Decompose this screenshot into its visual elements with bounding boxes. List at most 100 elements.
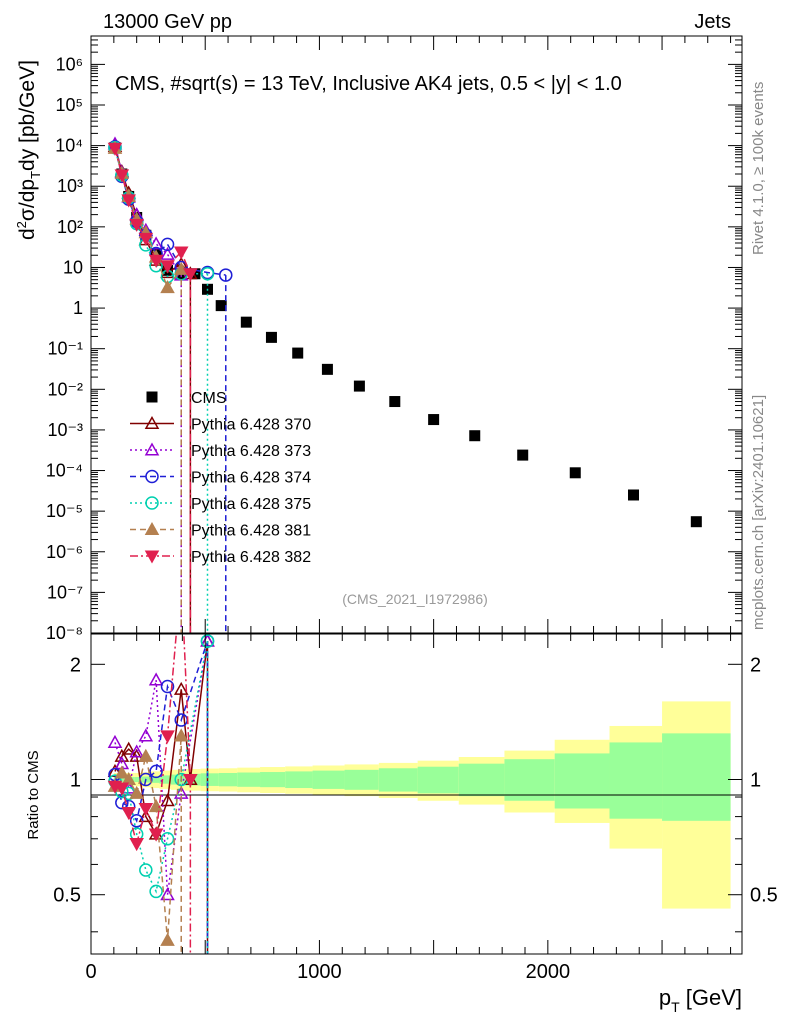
ratio-y-tick-label-right: 0.5 xyxy=(750,885,778,907)
ratio-point xyxy=(138,728,154,742)
series-2 xyxy=(107,136,189,633)
data-point xyxy=(189,268,201,280)
ratio-series-layer xyxy=(107,634,215,954)
band-inner xyxy=(378,768,418,792)
legend-entry: CMS xyxy=(146,390,227,407)
legend-label: Pythia 6.428 375 xyxy=(191,496,311,513)
ratio-y-tick-label-right: 2 xyxy=(750,654,761,676)
side-label-mcplots: mcplots.cern.ch [arXiv:2401.10621] xyxy=(750,395,767,630)
legend-entry: Pythia 6.428 370 xyxy=(130,415,311,434)
data-point xyxy=(200,267,215,281)
legend-marker xyxy=(144,521,160,536)
data-point xyxy=(292,347,304,359)
main-y-tick-label: 10⁻⁵ xyxy=(46,501,83,521)
x-tick-label: 1000 xyxy=(297,961,342,983)
x-tick-label: 0 xyxy=(85,961,96,983)
legend-marker xyxy=(146,391,158,403)
main-y-tick-label: 10⁻⁴ xyxy=(46,461,83,481)
main-y-tick-label: 10⁻⁸ xyxy=(46,623,83,643)
data-point xyxy=(138,232,154,246)
main-y-tick-label: 10⁻⁶ xyxy=(46,542,83,562)
data-point xyxy=(240,316,252,328)
ratio-point xyxy=(114,765,130,779)
legend-label: Pythia 6.428 370 xyxy=(191,417,311,434)
ratio-point xyxy=(160,679,175,694)
ratio-point xyxy=(114,782,130,796)
data-point xyxy=(215,300,227,312)
legend-label: Pythia 6.428 374 xyxy=(191,470,311,487)
ratio-point xyxy=(129,814,144,828)
data-point xyxy=(148,236,164,250)
series-line xyxy=(114,148,182,290)
header-energy: 13000 GeV pp xyxy=(103,11,232,33)
ratio-point xyxy=(121,741,136,755)
data-point xyxy=(628,489,639,501)
watermark: (CMS_2021_I1972986) xyxy=(342,591,488,607)
ratio-point xyxy=(121,806,136,821)
legend-label: CMS xyxy=(191,390,227,407)
ratio-series-4 xyxy=(107,728,189,954)
band-inner xyxy=(458,763,505,797)
legend-marker xyxy=(144,415,160,430)
data-point xyxy=(160,237,175,252)
band-inner xyxy=(609,742,663,819)
legend-label: Pythia 6.428 373 xyxy=(191,443,311,460)
ratio-point xyxy=(129,785,144,799)
ratio-point xyxy=(115,795,129,810)
ratio-frame xyxy=(90,633,743,955)
ratio-point xyxy=(114,748,130,762)
main-y-tick-label: 10⁶ xyxy=(56,54,83,74)
data-point xyxy=(160,246,175,260)
ratio-point xyxy=(149,764,163,779)
ratio-line xyxy=(114,640,209,836)
main-y-tick-label: 10⁻³ xyxy=(47,420,83,440)
band-inner xyxy=(554,753,610,809)
band-inner xyxy=(159,775,171,784)
band-inner xyxy=(218,772,238,787)
legend-entry: Pythia 6.428 375 xyxy=(130,496,311,513)
band-inner xyxy=(260,772,286,788)
main-frame xyxy=(90,35,743,634)
main-y-tick-label: 10⁻² xyxy=(47,379,83,399)
ratio-series-5 xyxy=(107,634,198,954)
legend: CMS Pythia 6.428 370 Pythia 6.428 373 Pythi… xyxy=(130,390,311,566)
series-5 xyxy=(107,140,189,633)
ratio-y-tick-label: 2 xyxy=(70,654,81,676)
band-inner xyxy=(662,733,731,821)
series-line xyxy=(114,148,192,275)
main-y-tick-label: 10 xyxy=(63,257,83,277)
data-point xyxy=(148,254,164,268)
x-tick-label: 2000 xyxy=(526,961,571,983)
ratio-point xyxy=(138,748,154,762)
band-inner xyxy=(312,770,345,789)
main-y-tick-label: 10⁻¹ xyxy=(47,339,83,359)
legend-marker xyxy=(145,469,159,484)
ratio-line xyxy=(114,640,209,823)
ratio-point xyxy=(160,832,175,846)
ratio-point xyxy=(129,748,144,762)
ratio-point xyxy=(121,771,136,786)
data-point xyxy=(569,467,581,479)
ratio-point xyxy=(160,932,175,946)
legend-entry: Pythia 6.428 382 xyxy=(130,549,311,566)
band-inner xyxy=(417,766,459,794)
data-point xyxy=(353,380,365,392)
legend-marker xyxy=(144,442,160,456)
band-inner xyxy=(120,777,128,783)
data-point xyxy=(173,246,189,260)
data-point xyxy=(517,449,529,461)
ratio-point xyxy=(129,838,144,852)
legend-marker xyxy=(145,496,159,510)
ratio-point xyxy=(173,681,189,695)
ratio-point xyxy=(173,728,189,742)
data-point xyxy=(389,396,401,408)
band-inner xyxy=(285,771,313,789)
legend-entry: Pythia 6.428 373 xyxy=(130,442,311,460)
ratio-y-tick-label: 0.5 xyxy=(53,885,81,907)
data-point xyxy=(114,169,130,183)
ratio-y-tick-label-right: 1 xyxy=(750,770,761,792)
header-process: Jets xyxy=(694,11,731,33)
legend-label: Pythia 6.428 381 xyxy=(191,523,311,540)
data-point xyxy=(107,142,123,156)
